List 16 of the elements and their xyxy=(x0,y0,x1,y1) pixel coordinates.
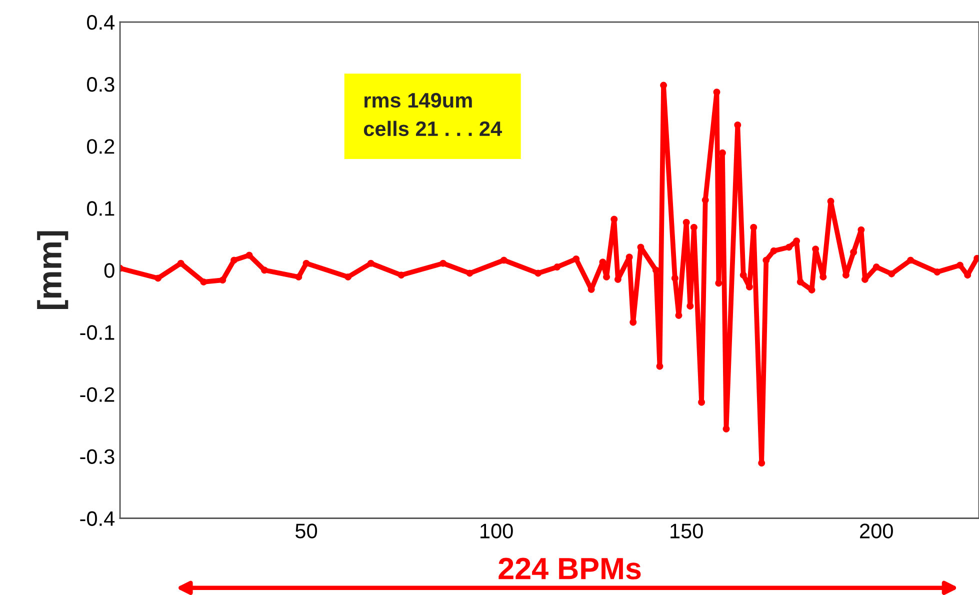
y-tick-label: -0.1 xyxy=(80,325,114,340)
y-axis-title: [mm] xyxy=(37,231,68,309)
y-tick-label: 0.2 xyxy=(87,139,114,154)
text: 224 BPMs xyxy=(498,558,641,580)
y-tick-label: 0 xyxy=(104,263,114,278)
y-tick-label: -0.3 xyxy=(80,449,114,464)
y-tick-label: 0.1 xyxy=(87,201,114,216)
y-tick-label: -0.4 xyxy=(80,511,115,526)
y-tick-label: 0.3 xyxy=(87,77,114,92)
y-tick-label: -0.2 xyxy=(80,387,114,402)
y-tick-label: 0.4 xyxy=(87,15,115,30)
annotation: rms 149um cells 21 . . . 24 xyxy=(364,92,502,136)
x-tick-label: 150 xyxy=(670,524,703,538)
x-tick-label: 200 xyxy=(860,524,893,538)
x-tick-label: 50 xyxy=(296,524,318,538)
x-tick-label: 100 xyxy=(480,524,513,538)
